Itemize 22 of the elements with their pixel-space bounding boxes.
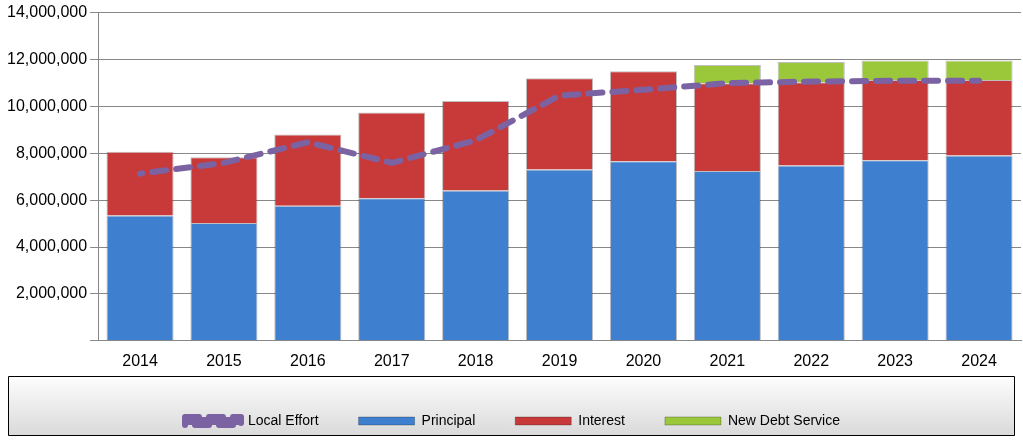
legend-label: Interest [578,411,626,428]
x-tick-label: 2019 [541,351,578,369]
y-tick-label: 12,000,000 [7,49,88,67]
legend-label: New Debt Service [727,411,841,428]
x-tick-label: 2021 [709,351,746,369]
y-tick-label: 6,000,000 [15,190,88,208]
legend-label: Principal [421,411,476,428]
legend-label: Local Effort [248,411,319,428]
y-tick-label: 14,000,000 [7,3,88,21]
x-tick-label: 2015 [206,351,242,369]
x-tick-label: 2018 [457,351,494,369]
x-tick-label: 2016 [290,351,326,369]
x-tick-label: 2014 [122,351,158,369]
y-tick-label: 10,000,000 [7,96,88,114]
x-tick-label: 2024 [961,351,997,369]
x-tick-label: 2023 [877,351,914,369]
x-tick-label: 2017 [373,351,410,369]
y-tick-label: 2,000,000 [15,284,88,302]
x-tick-label: 2022 [793,351,830,369]
y-tick-label: 4,000,000 [15,237,88,255]
y-tick-label: 8,000,000 [15,143,88,161]
x-tick-label: 2020 [625,351,662,369]
